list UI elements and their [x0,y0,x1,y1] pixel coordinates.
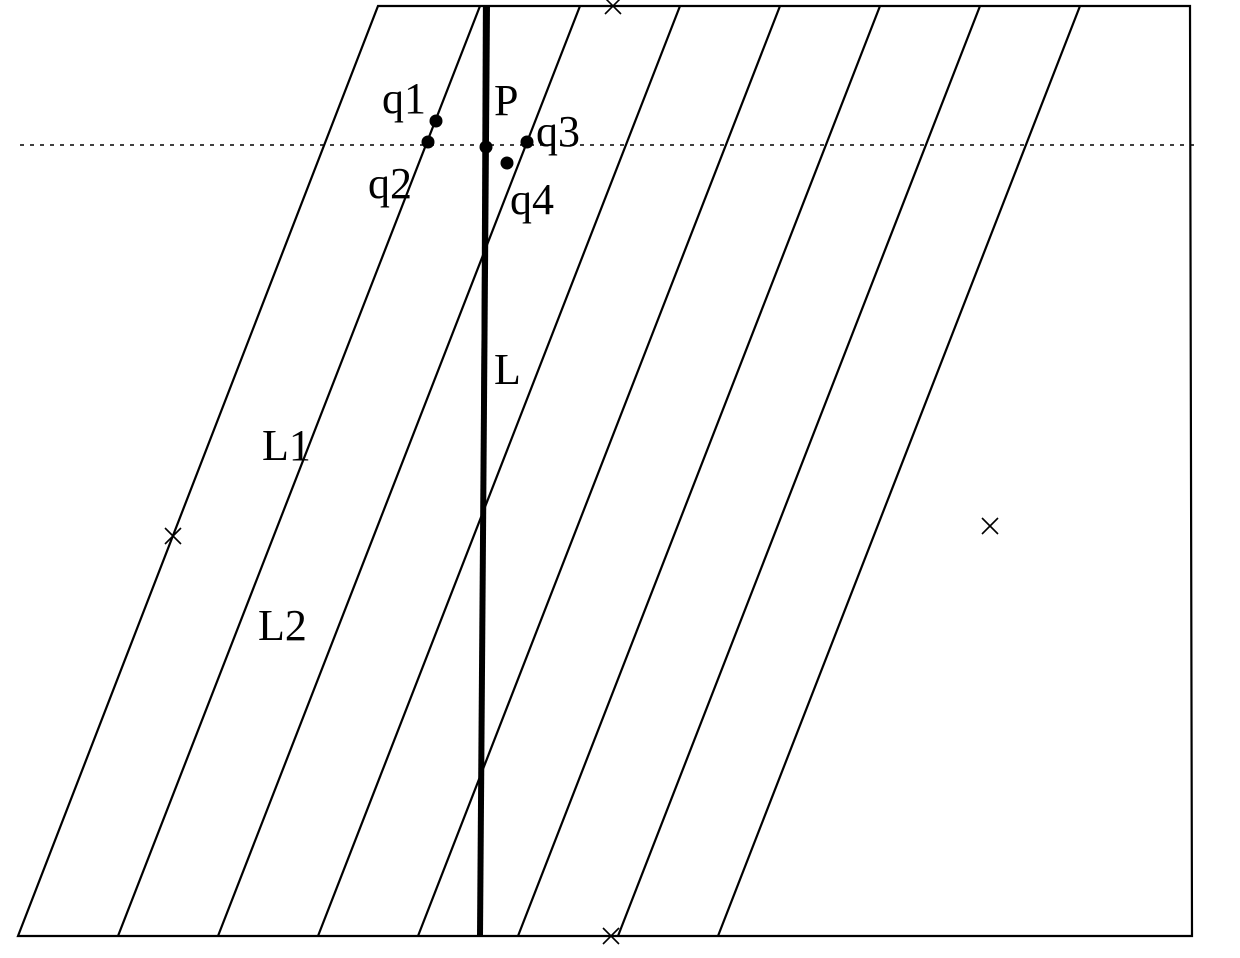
label-L1: L1 [262,421,311,470]
label-L2: L2 [258,601,307,650]
point-q3 [521,136,534,149]
point-q1 [430,115,443,128]
label-q2: q2 [368,159,412,208]
label-q1: q1 [382,74,426,123]
diagram-canvas: q1 q2 Pq3 q4 L L1 L2 [0,0,1240,958]
label-q4: q4 [510,175,554,224]
cross-marker-2 [982,518,998,534]
point-q4 [501,157,514,170]
point-P [480,141,493,154]
point-q2 [422,136,435,149]
label-L: L [494,345,521,394]
cross-marker-1 [165,528,181,544]
label-q3: q3 [536,107,580,156]
label-P: P [494,76,518,125]
outer-parallelogram [18,6,1192,936]
